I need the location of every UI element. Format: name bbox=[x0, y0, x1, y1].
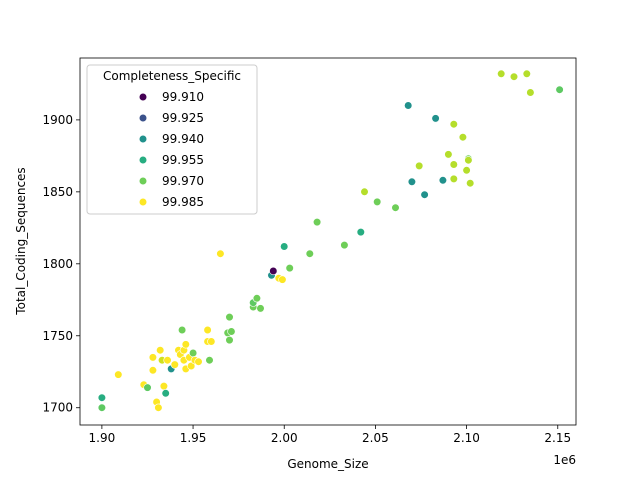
data-point bbox=[154, 403, 163, 412]
x-axis-offset-label: 1e6 bbox=[553, 453, 576, 467]
data-point bbox=[509, 72, 519, 81]
x-tick-label: 2.15 bbox=[544, 431, 571, 445]
x-axis-ticks: 1.90 1.95 2.00 2.05 2.10 2.15 bbox=[89, 425, 571, 445]
legend-marker bbox=[138, 134, 148, 144]
legend-box bbox=[86, 64, 258, 215]
data-point bbox=[181, 340, 190, 349]
data-point bbox=[522, 69, 531, 78]
data-point bbox=[187, 361, 196, 371]
data-point bbox=[227, 327, 236, 336]
data-point bbox=[404, 101, 413, 110]
data-point bbox=[163, 356, 172, 365]
data-point bbox=[438, 176, 448, 185]
data-point bbox=[189, 348, 198, 358]
y-axis-ticks: 1700 1750 1800 1850 1900 bbox=[42, 113, 80, 415]
data-point bbox=[420, 190, 429, 199]
data-point bbox=[497, 69, 506, 78]
data-point bbox=[449, 174, 458, 183]
data-point bbox=[449, 120, 458, 129]
legend-entry-label: 99.910 bbox=[162, 90, 204, 104]
x-tick-label: 2.05 bbox=[362, 431, 389, 445]
data-point bbox=[97, 393, 106, 402]
axes-frame bbox=[79, 57, 577, 426]
legend-marker bbox=[138, 92, 148, 102]
data-point bbox=[360, 187, 369, 196]
legend-marker bbox=[138, 113, 148, 123]
legend-entry-label: 99.985 bbox=[162, 195, 204, 209]
data-point bbox=[449, 160, 458, 169]
data-point bbox=[462, 166, 471, 175]
data-point bbox=[203, 325, 212, 335]
data-point bbox=[148, 353, 157, 362]
legend: Completeness_Specific 99.910 99.925 99.940… bbox=[86, 64, 258, 215]
data-point bbox=[285, 264, 294, 273]
data-point bbox=[466, 179, 475, 188]
data-point bbox=[391, 203, 400, 212]
data-point bbox=[373, 197, 382, 206]
y-tick-label: 1800 bbox=[42, 257, 73, 271]
legend-marker bbox=[138, 155, 148, 165]
y-tick-label: 1700 bbox=[42, 401, 73, 415]
y-tick-label: 1750 bbox=[42, 329, 73, 343]
data-point bbox=[207, 337, 216, 346]
data-point bbox=[256, 304, 265, 313]
legend-marker bbox=[138, 197, 148, 207]
data-point bbox=[252, 294, 261, 303]
data-point bbox=[148, 366, 157, 375]
x-tick-label: 2.00 bbox=[271, 431, 298, 445]
data-point bbox=[205, 356, 214, 365]
data-point bbox=[194, 357, 203, 366]
data-point bbox=[216, 249, 225, 258]
data-point bbox=[356, 228, 365, 237]
data-point bbox=[415, 161, 424, 170]
legend-entry-label: 99.970 bbox=[162, 174, 204, 188]
y-tick-label: 1900 bbox=[42, 113, 73, 127]
legend-entries: 99.910 99.925 99.940 99.955 99.970 99.985 bbox=[138, 90, 204, 209]
data-point bbox=[444, 150, 453, 159]
legend-entry-label: 99.955 bbox=[162, 153, 204, 167]
data-point bbox=[526, 88, 535, 97]
x-tick-label: 2.10 bbox=[453, 431, 480, 445]
points-layer bbox=[97, 69, 564, 412]
data-point bbox=[305, 249, 314, 258]
data-point bbox=[114, 370, 123, 379]
x-axis-label: Genome_Size bbox=[287, 457, 368, 471]
y-axis-label: Total_Coding_Sequences bbox=[14, 167, 28, 315]
data-point bbox=[170, 360, 179, 369]
data-point bbox=[313, 218, 322, 227]
data-point bbox=[225, 336, 234, 345]
legend-title: Completeness_Specific bbox=[103, 69, 241, 83]
data-point bbox=[278, 275, 287, 284]
data-point bbox=[156, 346, 165, 355]
data-point bbox=[431, 114, 440, 123]
data-point bbox=[143, 383, 152, 392]
data-point bbox=[464, 156, 473, 165]
legend-marker bbox=[138, 176, 148, 186]
data-point bbox=[159, 382, 168, 391]
data-point bbox=[340, 241, 349, 250]
x-tick-label: 1.95 bbox=[180, 431, 207, 445]
legend-entry-label: 99.925 bbox=[162, 111, 204, 125]
y-tick-label: 1850 bbox=[42, 185, 73, 199]
data-point bbox=[269, 266, 278, 276]
data-point bbox=[178, 325, 187, 335]
x-tick-label: 1.90 bbox=[89, 431, 116, 445]
data-point bbox=[280, 242, 289, 251]
data-point bbox=[97, 403, 106, 412]
data-point bbox=[458, 133, 468, 142]
data-point bbox=[225, 313, 234, 322]
data-point bbox=[555, 85, 564, 94]
data-point bbox=[407, 177, 417, 186]
legend-entry-label: 99.940 bbox=[162, 132, 204, 146]
data-point bbox=[161, 389, 170, 398]
